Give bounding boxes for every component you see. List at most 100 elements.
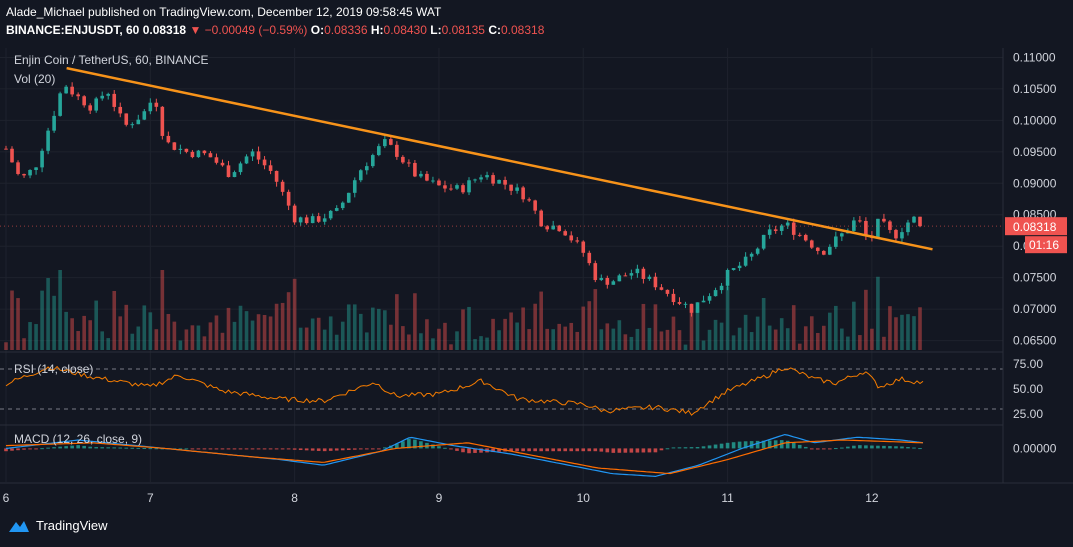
price-axis[interactable]: 0.110000.105000.100000.095000.090000.085… (1013, 50, 1057, 347)
volume-bar (791, 305, 796, 350)
macd-histogram-bar (298, 448, 303, 451)
rsi-line (5, 365, 924, 416)
open-label: O: (310, 23, 325, 37)
candle-body (689, 303, 694, 313)
candle-body (557, 225, 562, 232)
candle-body (545, 226, 549, 230)
candle-body (256, 151, 261, 160)
volume-bar (467, 306, 471, 350)
volume-bar (725, 286, 730, 350)
candle-body (383, 139, 387, 147)
macd-histogram-bar (268, 448, 273, 450)
volume-bar (509, 312, 513, 350)
volume-bar (918, 307, 922, 350)
candle-body (340, 202, 345, 209)
macd-histogram-bar (46, 447, 50, 449)
candle-body (202, 150, 207, 154)
macd-histogram-bar (238, 448, 243, 450)
volume-bar (900, 314, 904, 350)
candle-body (208, 153, 213, 158)
volume-bar (773, 329, 778, 350)
volume-bar (274, 303, 279, 350)
candle-body (743, 256, 748, 266)
rsi-tick-label: 25.00 (1013, 407, 1043, 421)
price-tags: 0.08318 01:16 (0, 217, 1067, 254)
candle-body (100, 95, 105, 99)
volume-bar (647, 327, 652, 350)
candle-body (834, 236, 838, 247)
candle-body (809, 240, 814, 248)
macd-histogram-bar (545, 448, 549, 452)
macd-histogram-bar (906, 447, 910, 449)
volume-bar (882, 336, 886, 350)
volume-bar (340, 321, 345, 350)
candle-body (274, 170, 279, 182)
volume-bar (888, 306, 892, 350)
macd-histogram-bar (232, 448, 237, 450)
macd-histogram-bar (371, 448, 375, 450)
volume-bar (46, 278, 50, 350)
volume-bar (298, 327, 303, 350)
volume-bar (40, 290, 44, 350)
volume-bar (521, 307, 525, 350)
volume-bar (719, 322, 724, 350)
candle-body (22, 173, 26, 176)
candle-body (172, 142, 177, 150)
macd-histogram-bar (196, 448, 201, 450)
candle-body (587, 252, 592, 264)
candle-body (407, 162, 411, 164)
last-price-tag (1005, 217, 1067, 236)
macd-histogram-bar (82, 445, 86, 449)
trendline[interactable] (66, 66, 933, 251)
candle-body (599, 277, 604, 281)
volume-bar (352, 304, 357, 350)
macd-histogram-bar (467, 448, 471, 454)
volume-bar (88, 320, 92, 350)
candle-body (906, 222, 910, 233)
macd-histogram-bar (797, 444, 802, 449)
macd-histogram-bar (725, 442, 730, 449)
macd-histogram-bar (328, 448, 333, 451)
volume-bar (214, 315, 219, 350)
candle-body (623, 275, 628, 277)
macd-histogram-bar (834, 448, 838, 450)
time-axis[interactable]: 6 7 8 9 10 11 12 (3, 491, 879, 505)
symbol: BINANCE:ENJUSDT, 60 (6, 23, 140, 37)
volume-bar (677, 330, 682, 350)
low-label: L: (430, 23, 442, 37)
volume-bar (515, 322, 519, 350)
footer-brand[interactable]: TradingView (8, 518, 108, 533)
macd-histogram-bar (653, 448, 658, 453)
macd-histogram-bar (641, 448, 646, 453)
macd-histogram-bar (377, 448, 381, 450)
volume-bar (551, 329, 556, 350)
candle-body (346, 192, 351, 203)
volume-bar (226, 307, 231, 350)
volume-bar (106, 338, 111, 350)
macd-histogram-bar (888, 446, 892, 449)
candle-body (431, 180, 435, 182)
macd-histogram-bar (274, 448, 279, 450)
candle-body (130, 124, 135, 126)
volume-bar (262, 315, 267, 350)
volume-bar (148, 312, 153, 350)
candle-body (581, 241, 586, 253)
volume-bar (328, 316, 333, 350)
candle-body (124, 113, 129, 125)
volume-bar (437, 328, 441, 350)
time-tick-label: 12 (865, 491, 879, 505)
candle-body (491, 175, 495, 184)
volume-bar (755, 316, 760, 350)
candle-body (106, 93, 111, 96)
candle-body (509, 184, 513, 191)
candle-body (214, 157, 219, 163)
macd-histogram-bar (419, 441, 423, 449)
candle-body (64, 86, 68, 94)
candle-body (653, 276, 658, 288)
down-arrow-icon: ▼ (189, 23, 202, 37)
candle-body (425, 173, 429, 181)
macd-pane: 0.00000 (4, 433, 1057, 478)
candle-body (840, 233, 844, 237)
macd-histogram-bar (900, 446, 904, 449)
